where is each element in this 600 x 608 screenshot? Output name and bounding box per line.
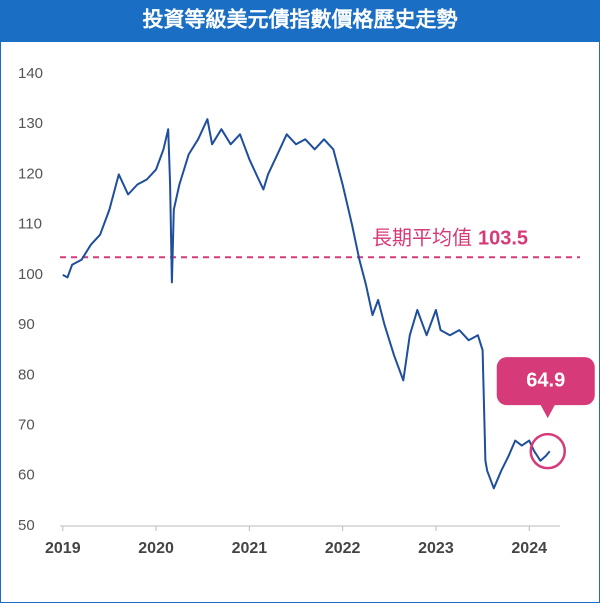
y-tick-label: 70 [18,417,35,434]
y-tick-label: 50 [18,517,35,534]
average-value: 103.5 [478,228,528,250]
y-tick-label: 130 [18,115,43,132]
chart-title: 投資等級美元債指數價格歷史走勢 [143,8,458,32]
latest-bubble [496,357,595,419]
x-tick-label: 2023 [418,540,454,557]
y-tick-label: 100 [18,266,43,283]
x-tick-label: 2022 [325,540,361,557]
x-tick-label: 2019 [45,540,81,557]
latest-circle [529,432,566,470]
x-tick-label: 2021 [232,540,268,557]
average-label: 長期平均值 103.5 [372,227,528,250]
y-tick-label: 140 [18,65,43,82]
y-tick-label: 60 [18,467,35,484]
y-tick-label: 120 [18,165,43,182]
header [0,0,600,42]
line [62,118,551,490]
average-label-text: 長期平均值 [372,227,472,250]
y-tick-label: 90 [18,316,35,333]
x-tick-label: 2020 [138,540,174,557]
x-tick-label: 2024 [511,540,547,557]
y-tick-label: 80 [18,366,35,383]
y-tick-label: 110 [18,216,42,233]
latest-value: 64.9 [526,369,565,391]
